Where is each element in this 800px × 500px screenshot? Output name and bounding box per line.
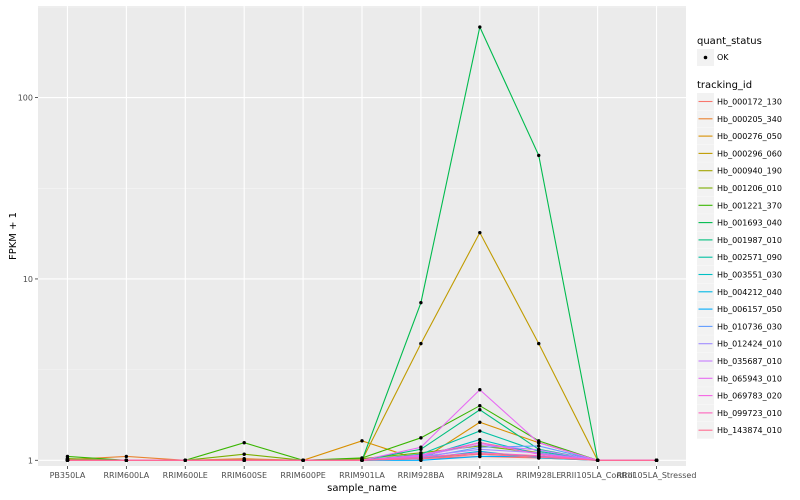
legend-point-ok [703,55,708,60]
legend-title-tracking-id: tracking_id [697,80,752,91]
legend-label: Hb_000276_050 [717,132,782,141]
x-tick-label: RRIM928BA [398,471,445,480]
data-point [478,408,482,412]
data-point [537,448,541,452]
x-tick-label: RRII105LA_Stressed [617,471,697,480]
legend-title-quant-status: quant_status [697,36,762,47]
data-point [537,444,541,448]
data-point [183,458,187,462]
legend-label: Hb_000205_340 [717,115,782,124]
legend-label: Hb_000296_060 [717,149,782,158]
data-point [478,447,482,451]
legend-label: Hb_099723_010 [717,409,782,418]
legend-label: Hb_143874_010 [717,426,782,435]
x-tick-label: RRIM600LE [163,471,208,480]
data-point [242,452,246,456]
x-tick-label: PB350LA [50,471,86,480]
y-tick-label: 10 [23,275,33,284]
data-point [537,341,541,346]
y-axis-title: FPKM + 1 [8,212,19,260]
legend-label: Hb_003551_030 [717,271,782,280]
legend-label: Hb_002571_090 [717,253,782,262]
data-point [124,454,129,459]
data-point [478,25,482,29]
legend: quant_status OK tracking_id Hb_000172_13… [697,36,782,439]
legend-label: Hb_010736_030 [717,322,782,331]
legend-label: Hb_065943_010 [717,374,782,383]
legend-label: Hb_006157_050 [717,305,782,314]
data-point [301,458,305,462]
data-point [537,441,541,445]
data-point [419,300,423,305]
legend-label: Hb_035687_010 [717,357,782,366]
data-point [124,458,129,462]
data-point [478,388,482,392]
data-point [360,439,364,443]
data-point [478,230,482,235]
legend-label: Hb_001987_010 [717,236,782,245]
legend-label: Hb_069783_020 [717,392,782,401]
legend-label: Hb_000940_190 [717,167,782,176]
x-tick-label: RRIM928LE [516,471,561,480]
legend-entries: Hb_000172_130 Hb_000205_340 Hb_000276_050 H… [697,93,782,439]
data-point [419,436,423,440]
data-point [478,437,482,442]
grid-lines [38,6,686,466]
data-point [419,457,423,461]
x-tick-label: RRIM600LA [103,471,149,480]
data-point [360,458,364,462]
data-point [478,420,482,424]
data-point [65,458,70,462]
y-tick-label: 1 [28,456,33,465]
legend-label: Hb_000172_130 [717,98,782,107]
x-tick-label: RRII105LA_Control [561,471,635,480]
legend-label-ok: OK [717,53,729,62]
data-point [595,458,600,462]
data-points [65,25,659,462]
legend-label: Hb_004212_040 [717,288,782,297]
x-tick-label: RRIM600PE [280,471,326,480]
legend-label: Hb_012424_010 [717,340,782,349]
x-tick-label: RRIM928LA [457,471,503,480]
x-tick-label: RRIM901LA [339,471,385,480]
legend-label: Hb_001206_010 [717,184,782,193]
data-point [537,455,541,459]
y-tick-label: 100 [18,94,33,103]
legend-label: Hb_001693_040 [717,219,782,228]
data-point [478,452,482,456]
data-point [654,458,659,462]
data-point [419,341,423,346]
data-point [242,458,246,462]
data-point [537,153,541,158]
data-point [419,445,423,449]
data-point [478,403,482,408]
data-point [360,456,364,460]
data-point [478,441,482,445]
x-tick-label: RRIM600SE [221,471,267,480]
data-point [478,429,482,433]
data-point [65,454,70,459]
data-point [242,441,246,445]
legend-label: Hb_001221_370 [717,201,782,210]
x-axis-title: sample_name [327,483,397,494]
axes: 1 10 100 PB350LA RRIM600LA RRIM600LE RRIM600SE… [18,94,697,480]
